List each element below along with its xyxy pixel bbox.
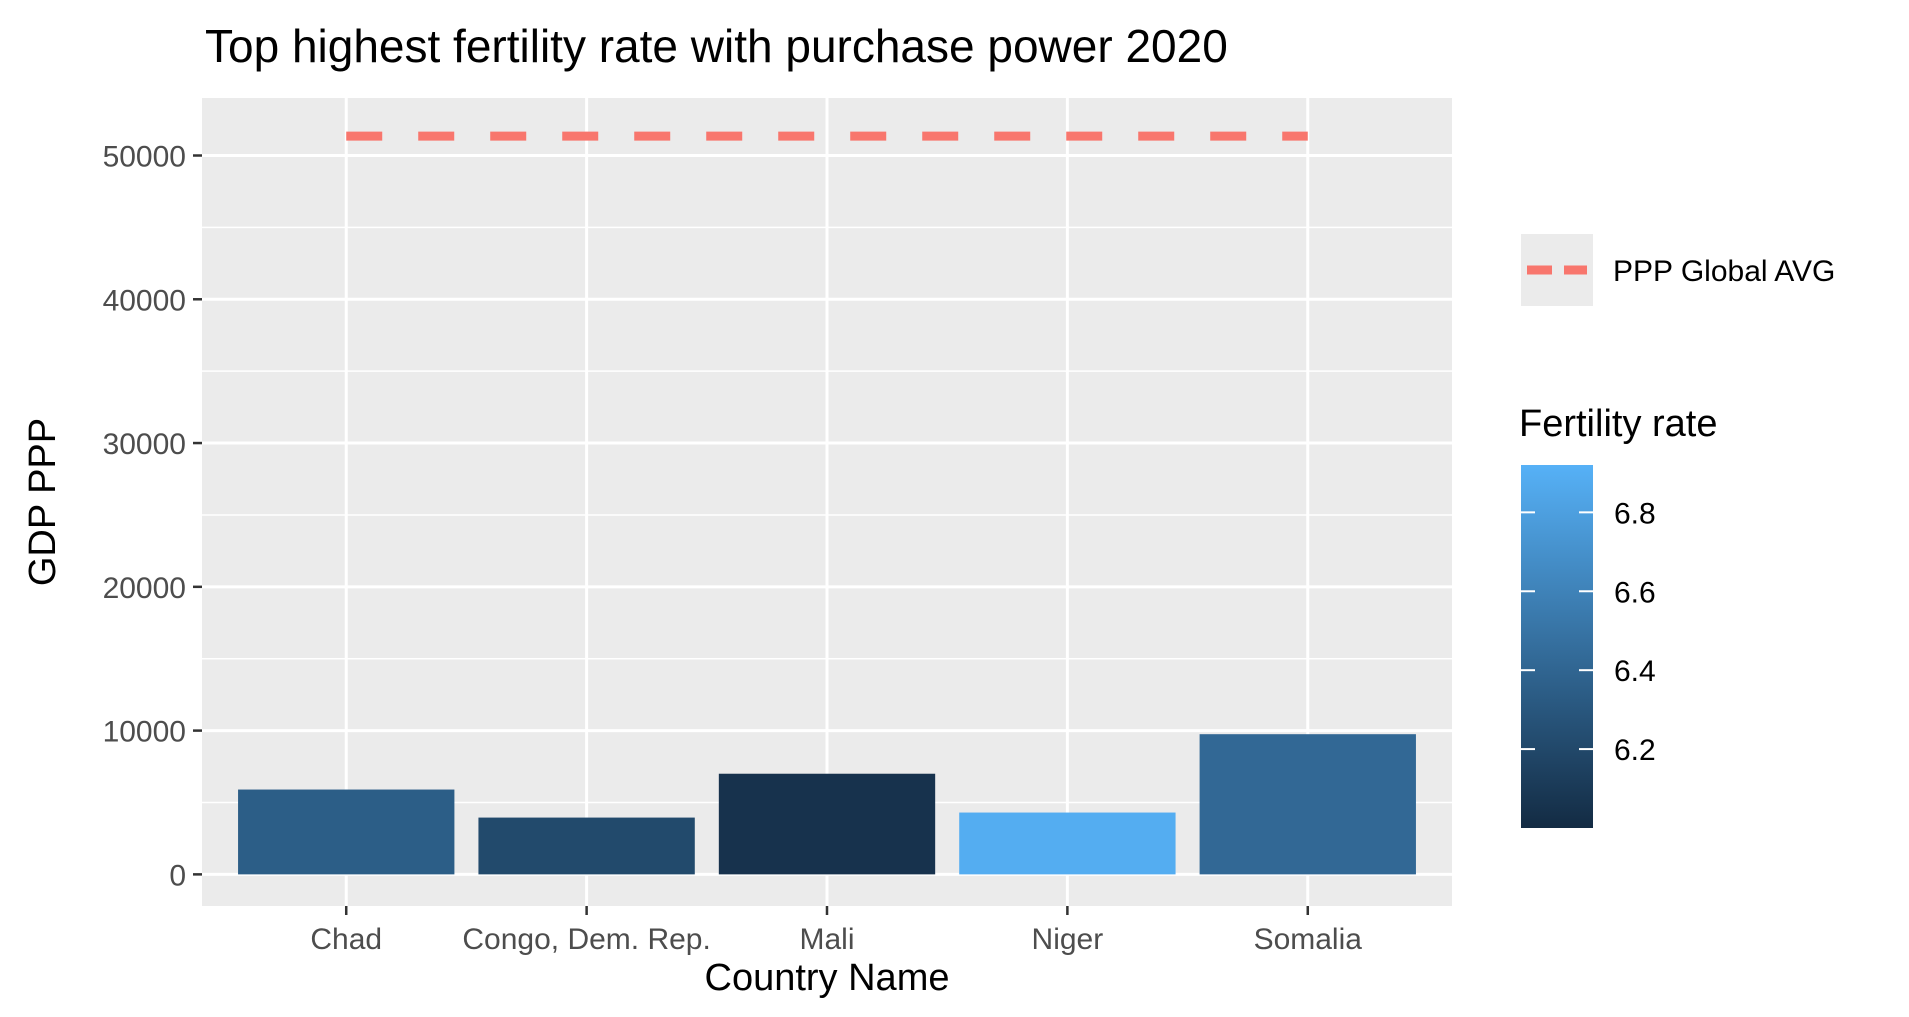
y-tick-label: 10000 (103, 716, 186, 749)
bar (718, 773, 936, 875)
bars (238, 734, 1416, 875)
y-tick-label: 30000 (103, 428, 186, 461)
major-gridlines (202, 98, 1452, 906)
chart-title: Top highest fertility rate with purchase… (205, 20, 1228, 72)
colorbar-tick-label: 6.6 (1614, 576, 1656, 609)
fertility-colorbar-legend: Fertility rate 6.2 6.4 6.6 6.8 (1519, 403, 1717, 828)
x-tick-label: Chad (310, 923, 382, 956)
bar (238, 789, 455, 875)
bar (478, 817, 695, 875)
x-axis: Chad Congo, Dem. Rep. Mali Niger Somalia (310, 906, 1362, 956)
colorbar-title: Fertility rate (1519, 403, 1717, 445)
bar (959, 812, 1176, 875)
colorbar-tick-label: 6.4 (1614, 655, 1656, 688)
x-tick-label: Mali (799, 923, 854, 956)
y-axis-title: GDP PPP (22, 418, 64, 586)
line-legend-label: PPP Global AVG (1613, 255, 1835, 288)
colorbar-tick-label: 6.2 (1614, 734, 1656, 767)
x-axis-title: Country Name (705, 957, 950, 999)
y-tick-label: 40000 (103, 284, 186, 317)
x-tick-label: Somalia (1254, 923, 1363, 956)
y-tick-label: 0 (169, 859, 186, 892)
colorbar (1521, 465, 1593, 828)
colorbar-ticks: 6.2 6.4 6.6 6.8 (1521, 497, 1656, 767)
y-axis: 0 10000 20000 30000 40000 50000 (103, 141, 202, 892)
x-tick-label: Congo, Dem. Rep. (462, 923, 710, 956)
bar (1199, 734, 1416, 875)
line-legend: PPP Global AVG (1521, 234, 1835, 306)
colorbar-tick-label: 6.8 (1614, 497, 1656, 530)
y-tick-label: 20000 (103, 572, 186, 605)
x-tick-label: Niger (1032, 923, 1104, 956)
y-tick-label: 50000 (103, 141, 186, 174)
